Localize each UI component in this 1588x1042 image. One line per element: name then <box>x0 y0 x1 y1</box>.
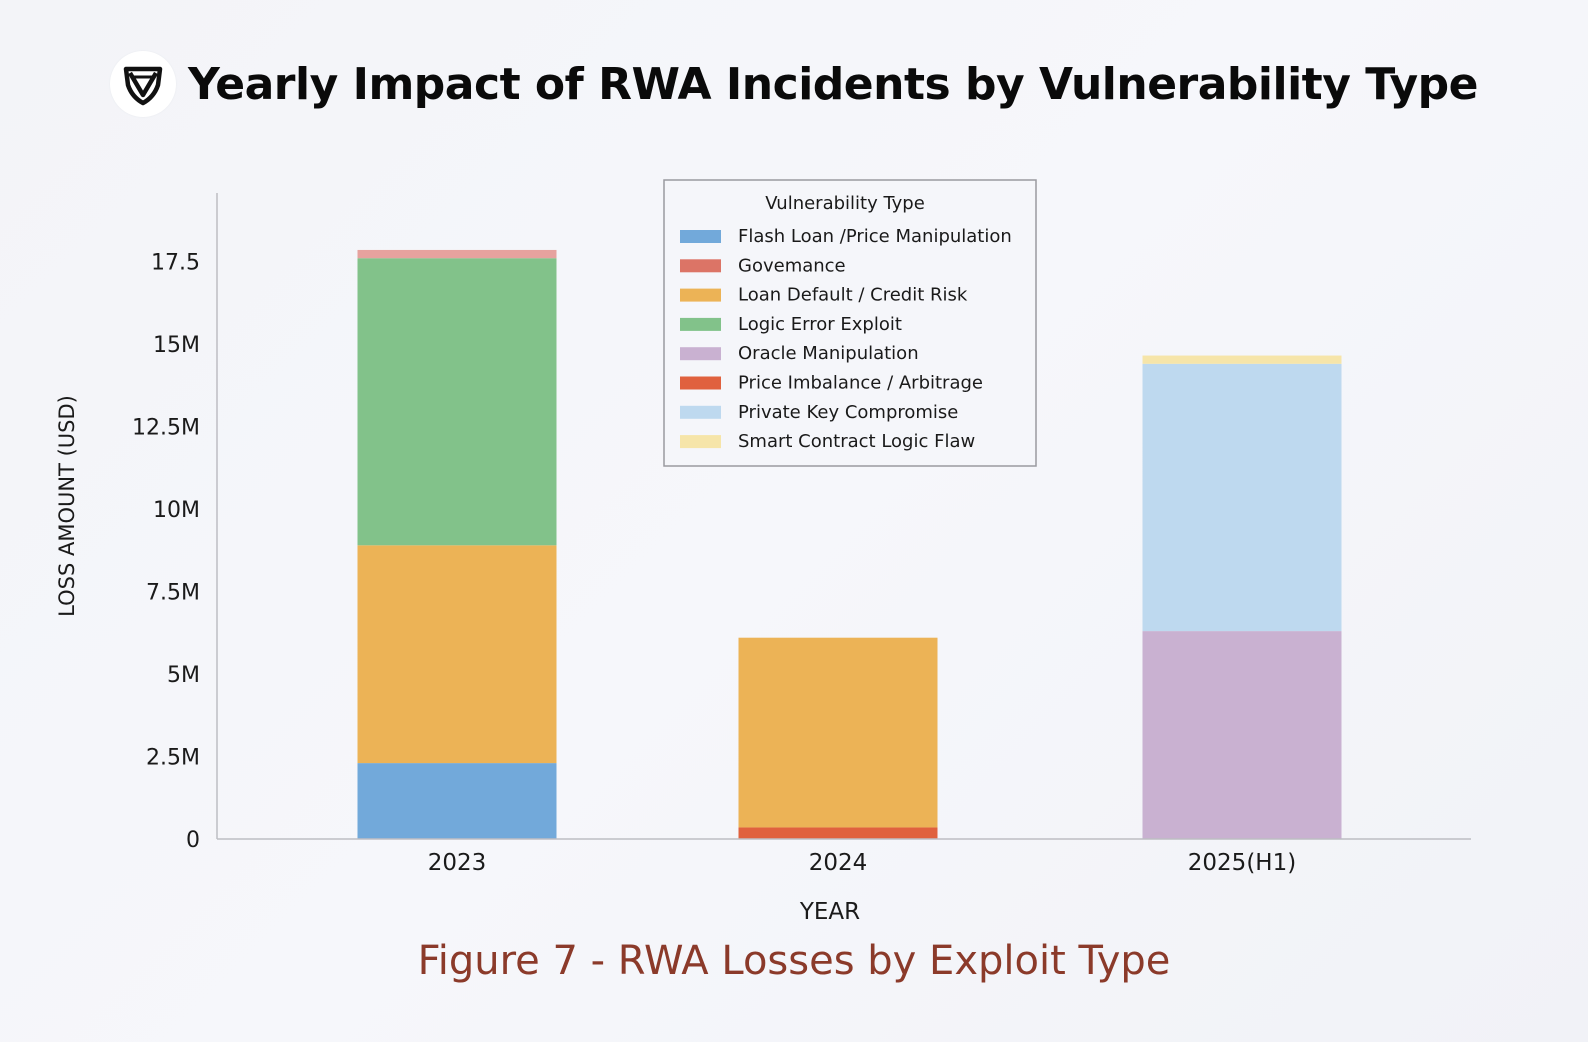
legend-box <box>663 179 1037 467</box>
bar-segment <box>357 249 557 259</box>
legend-swatch <box>680 317 721 331</box>
legend-entry: Price Imbalance / Arbitrage <box>738 373 983 394</box>
y-tick-label: 2.5M <box>146 746 200 771</box>
legend-entry: Smart Contract Logic Flaw <box>738 431 975 452</box>
legend-entry: Private Key Compromise <box>738 402 958 423</box>
legend-swatch <box>680 347 721 361</box>
legend-swatch <box>680 288 721 302</box>
bar-segment <box>357 258 557 546</box>
legend-items: Flash Loan /Price Manipulation Govemance L… <box>680 226 1012 452</box>
bar-segment <box>1142 631 1342 839</box>
legend-swatch <box>680 259 721 273</box>
y-tick-labels: 0 2.5M 5M 7.5M 10M 12.5M 15M 17.5 <box>132 251 200 854</box>
y-axis-label: LOSS AMOUNT (USD) <box>55 395 79 617</box>
figure-caption: Figure 7 - RWA Losses by Exploit Type <box>417 938 1171 984</box>
shield-logo-icon <box>109 51 176 117</box>
legend-swatch <box>680 405 721 419</box>
legend-swatch <box>680 230 721 243</box>
y-tick-label: 17.5 <box>151 251 200 276</box>
bar-segment <box>1142 355 1342 364</box>
x-tick-labels: 2023 2024 2025(H1) <box>428 850 1296 876</box>
x-tick-label: 2023 <box>428 850 487 876</box>
legend-swatch <box>680 435 721 449</box>
chart-title: Yearly Impact of RWA Incidents by Vulner… <box>187 58 1479 110</box>
legend-entry: Logic Error Exploit <box>738 314 902 335</box>
bar-segment <box>738 827 938 839</box>
y-tick-label: 10M <box>153 498 200 523</box>
legend-entry: Oracle Manipulation <box>738 343 919 364</box>
y-tick-label: 0 <box>186 828 200 853</box>
legend-entry: Govemance <box>738 255 846 276</box>
y-tick-label: 12.5M <box>132 416 200 441</box>
legend-entry: Flash Loan /Price Manipulation <box>738 226 1012 247</box>
bars-layer <box>357 249 1342 839</box>
bar-segment <box>357 545 557 764</box>
y-tick-label: 15M <box>153 333 200 358</box>
y-tick-label: 7.5M <box>146 581 200 606</box>
x-tick-label: 2025(H1) <box>1188 850 1296 876</box>
x-axis-label: YEAR <box>799 899 860 925</box>
legend: Vulnerability Type Flash Loan /Price Man… <box>663 179 1037 467</box>
bar-segment <box>1142 363 1342 632</box>
bar-segment <box>357 763 557 839</box>
legend-title: Vulnerability Type <box>765 193 925 214</box>
axes-layer <box>216 193 1471 840</box>
legend-entry: Loan Default / Credit Risk <box>738 285 968 306</box>
bar-segment <box>738 637 938 828</box>
chart-header: Yearly Impact of RWA Incidents by Vulner… <box>0 48 1588 120</box>
x-tick-label: 2024 <box>809 850 868 876</box>
y-tick-label: 5M <box>167 663 200 688</box>
legend-swatch <box>680 376 721 390</box>
